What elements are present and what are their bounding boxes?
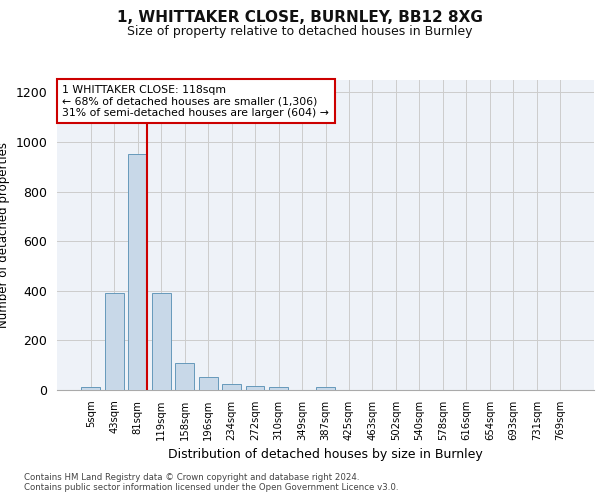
Bar — [105, 292, 124, 390]
Bar — [316, 388, 335, 390]
Bar — [175, 364, 194, 390]
Bar — [222, 384, 241, 390]
Bar — [269, 387, 288, 390]
Text: 1 WHITTAKER CLOSE: 118sqm
← 68% of detached houses are smaller (1,306)
31% of se: 1 WHITTAKER CLOSE: 118sqm ← 68% of detac… — [62, 84, 329, 118]
Bar — [246, 386, 265, 390]
Bar — [128, 154, 147, 390]
Y-axis label: Number of detached properties: Number of detached properties — [0, 142, 10, 328]
Bar — [152, 292, 170, 390]
Bar — [82, 387, 100, 390]
Bar — [199, 377, 218, 390]
Text: Contains HM Land Registry data © Crown copyright and database right 2024.
Contai: Contains HM Land Registry data © Crown c… — [24, 473, 398, 492]
X-axis label: Distribution of detached houses by size in Burnley: Distribution of detached houses by size … — [168, 448, 483, 462]
Text: Size of property relative to detached houses in Burnley: Size of property relative to detached ho… — [127, 24, 473, 38]
Text: 1, WHITTAKER CLOSE, BURNLEY, BB12 8XG: 1, WHITTAKER CLOSE, BURNLEY, BB12 8XG — [117, 10, 483, 25]
